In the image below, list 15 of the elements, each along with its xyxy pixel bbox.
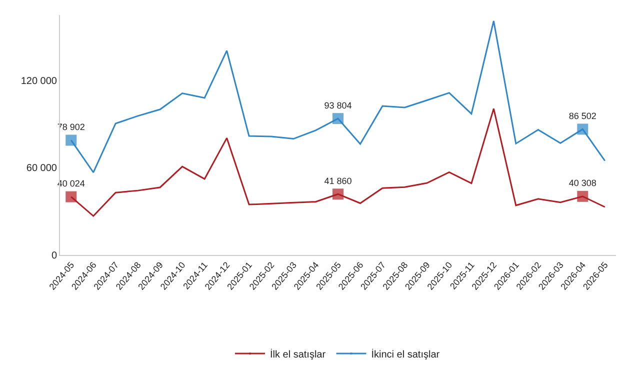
point bbox=[577, 190, 588, 202]
point bbox=[332, 113, 344, 124]
legend-label: İlk el satışlar bbox=[270, 348, 326, 360]
point bbox=[577, 124, 588, 135]
data-label: 40 308 bbox=[568, 178, 596, 188]
y-tick-label: 60 000 bbox=[26, 163, 58, 174]
point bbox=[66, 191, 77, 202]
y-tick-label: 120 000 bbox=[20, 76, 58, 87]
data-label: 86 502 bbox=[568, 111, 596, 122]
legend-label: İkinci el satışlar bbox=[371, 348, 440, 360]
data-label: 93 804 bbox=[324, 100, 352, 110]
point bbox=[66, 134, 77, 146]
data-label: 41 860 bbox=[324, 176, 352, 186]
y-tick-label: 0 bbox=[51, 250, 58, 262]
point bbox=[332, 188, 344, 200]
